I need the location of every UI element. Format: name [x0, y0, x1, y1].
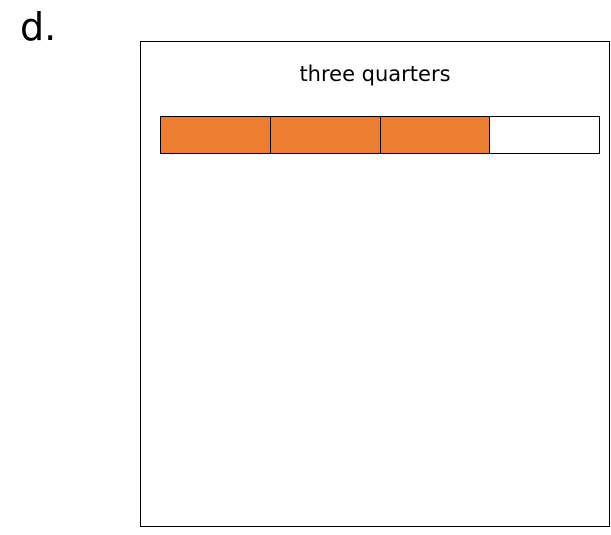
fraction-caption: three quarters: [299, 62, 451, 86]
fraction-segment-empty: [490, 117, 599, 153]
fraction-frame: three quarters: [140, 41, 610, 527]
fraction-bar: [160, 116, 600, 154]
fraction-segment-shaded: [380, 117, 491, 153]
fraction-segment-shaded: [270, 117, 381, 153]
fraction-segment-shaded: [161, 117, 271, 153]
item-label: d.: [20, 5, 57, 49]
